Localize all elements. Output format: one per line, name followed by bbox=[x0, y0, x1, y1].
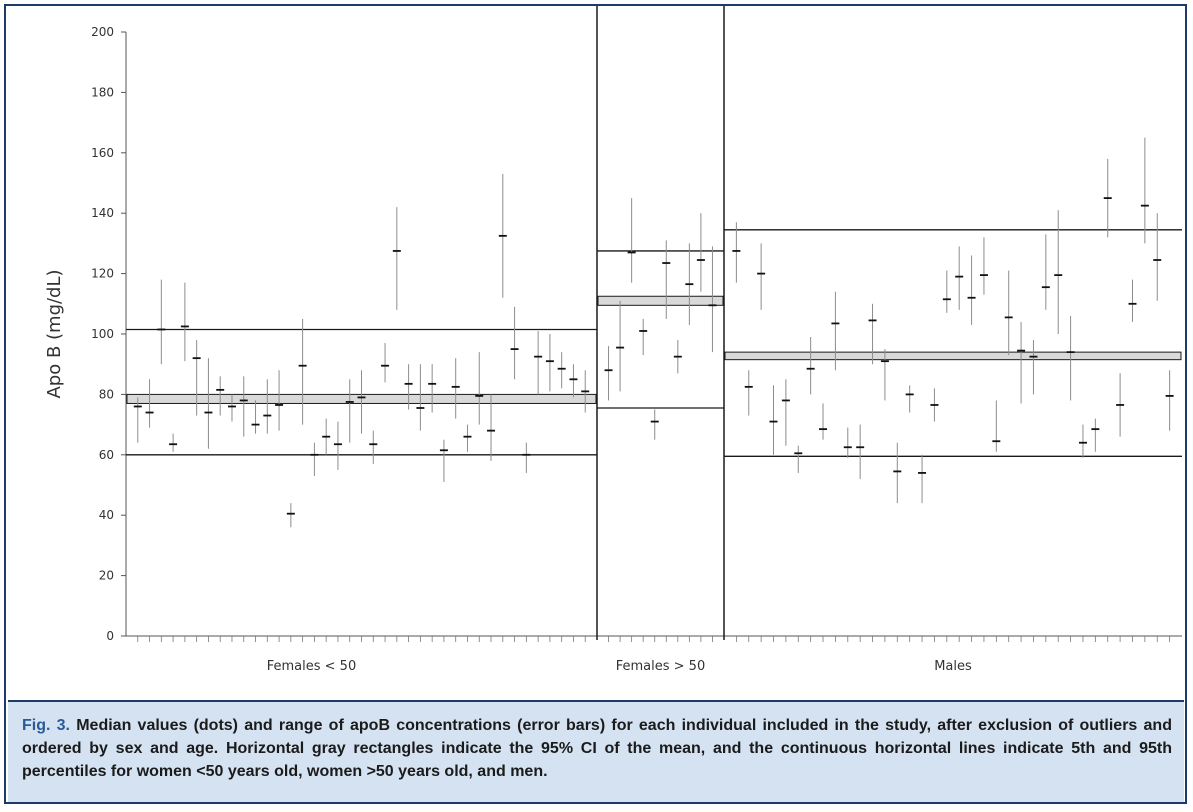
figure-caption-text: Median values (dots) and range of apoB c… bbox=[22, 717, 1172, 780]
y-tick-label: 20 bbox=[99, 569, 114, 583]
y-tick-label: 140 bbox=[91, 206, 114, 220]
y-tick-label: 180 bbox=[91, 85, 114, 99]
y-axis-title: Apo B (mg/dL) bbox=[44, 269, 65, 398]
y-tick-label: 100 bbox=[91, 327, 114, 341]
figure-caption-label: Fig. 3. bbox=[22, 717, 70, 734]
y-tick-label: 200 bbox=[91, 25, 114, 39]
figure-frame: 0 20 40 60 80 100 120 140 160 180 200 Apo B (mg/dL)… bbox=[4, 4, 1187, 804]
y-tick-label: 160 bbox=[91, 146, 114, 160]
y-tick-label: 0 bbox=[106, 629, 114, 643]
y-tick-label: 120 bbox=[91, 267, 114, 281]
apob-chart: 0 20 40 60 80 100 120 140 160 180 200 Apo B (mg/dL)… bbox=[44, 6, 1182, 674]
group-label: Females > 50 bbox=[616, 659, 705, 674]
ci-rectangle bbox=[724, 351, 1182, 361]
figure-caption: Fig. 3. Median values (dots) and range o… bbox=[22, 714, 1172, 783]
ci-rectangle bbox=[597, 295, 724, 306]
group-label: Males bbox=[934, 659, 972, 674]
y-tick-label: 60 bbox=[99, 448, 114, 462]
y-tick-label: 40 bbox=[99, 508, 114, 522]
y-tick-label: 80 bbox=[99, 387, 114, 401]
figure-caption-box: Fig. 3. Median values (dots) and range o… bbox=[8, 700, 1184, 802]
group-label: Females < 50 bbox=[267, 659, 356, 674]
